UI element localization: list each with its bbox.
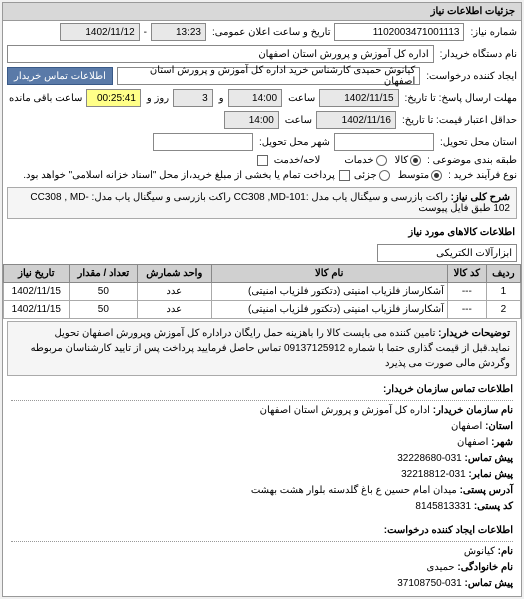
ref-label: شماره نیاز: [468,27,517,38]
buyer-value: اداره کل آموزش و پرورش استان اصفهان [7,45,434,63]
public-date-label: تاریخ و ساعت اعلان عمومی: [210,27,331,38]
process-radio-group: متوسط جزئی [354,170,442,181]
city-label: شهر محل تحویل: [257,137,330,148]
radio-kala[interactable] [410,155,421,166]
description-box: توضیحات خریدار: تامین کننده می بایست کال… [7,321,517,376]
table-row: 2 --- آشکارساز فلزیاب امنیتی (دتکتور فلز… [4,301,521,319]
pack-label: طبقه بندی موضوعی : [425,155,517,166]
need-title-box: شرح کلی نیاز: راکت بازرسی و سیگنال یاب م… [7,187,517,219]
province-label: استان محل تحویل: [438,137,517,148]
requester-label: ایجاد کننده درخواست: [424,71,517,82]
treasury-checkbox[interactable] [339,170,350,181]
radio-khadamat[interactable] [376,155,387,166]
items-section-title: اطلاعات کالاهای مورد نیاز [3,223,521,242]
col-name: نام کالا [211,265,447,283]
need-title-label: شرح کلی نیاز: [451,192,510,203]
contact-button[interactable]: اطلاعات تماس خریدار [7,67,113,85]
remain-label3: ساعت باقی مانده [7,93,82,104]
remain-label2: روز و [145,93,169,104]
table-row: 1 --- آشکارساز فلزیاب امنیتی (دتکتور فلز… [4,283,521,301]
category-value: ابزارآلات الکتریکی [377,244,517,262]
public-date: 1402/11/12 [60,23,140,41]
laha-label: لاحه/خدمت [272,155,321,166]
pack-radio-group: کالا خدمات [344,155,421,166]
city-field [153,133,253,151]
need-title-text: راکت بازرسی و سیگنال یاب مدل :CC308 ,MD-… [30,192,510,214]
process-label: نوع فرآیند خرید : [446,170,517,181]
laha-checkbox[interactable] [257,155,268,166]
col-row: ردیف [486,265,520,283]
requester-row: ایجاد کننده درخواست: کیانوش حمیدی کارشنا… [3,65,521,87]
requester-contact-header: اطلاعات ایجاد کننده درخواست: [11,523,513,542]
radio-motavasset[interactable] [431,170,442,181]
panel-title: جزئیات اطلاعات نیاز [3,3,521,21]
province-field [334,133,434,151]
deadline-row: مهلت ارسال پاسخ: تا تاریخ: 1402/11/15 سا… [3,87,521,109]
ref-row: شماره نیاز: 1102003471001113 تاریخ و ساع… [3,21,521,43]
treasury-note: پرداخت تمام یا بخشی از مبلغ خرید،از محل … [21,170,335,181]
col-qty: تعداد / مقدار [69,265,137,283]
buyer-row: نام دستگاه خریدار: اداره کل آموزش و پرور… [3,43,521,65]
classification-row: طبقه بندی موضوعی : کالا خدمات لاحه/خدمت [3,153,521,168]
price-until-date: 1402/11/16 [316,111,396,129]
deadline-label: مهلت ارسال پاسخ: تا تاریخ: [403,93,517,104]
items-table: ردیف کد کالا نام کالا واحد شمارش تعداد /… [3,264,521,319]
requester-contact-block: اطلاعات ایجاد کننده درخواست: نام: کیانوش… [3,519,521,596]
remain-and: و [217,93,224,104]
deadline-time-label: ساعت [286,93,315,104]
details-panel: جزئیات اطلاعات نیاز شماره نیاز: 11020034… [2,2,522,597]
ref-value: 1102003471001113 [334,23,464,41]
description-label: توضیحات خریدار: [438,328,510,339]
col-code: کد کالا [447,265,486,283]
org-contact-header: اطلاعات تماس سازمان خریدار: [11,382,513,401]
deadline-date: 1402/11/15 [319,89,398,107]
radio-jozi[interactable] [379,170,390,181]
requester-value: کیانوش حمیدی کارشناس خرید اداره کل آموزش… [117,67,420,85]
remain-days: 3 [173,89,213,107]
delivery-row: استان محل تحویل: شهر محل تحویل: [3,131,521,153]
price-until-time: 14:00 [224,111,279,129]
deadline-time: 14:00 [228,89,283,107]
price-until-label: حداقل اعتبار قیمت: تا تاریخ: [400,115,517,126]
remain-time: 00:25:41 [86,89,141,107]
col-date: تاریخ نیاز [4,265,70,283]
process-row: نوع فرآیند خرید : متوسط جزئی پرداخت تمام… [3,168,521,183]
org-contact-block: اطلاعات تماس سازمان خریدار: نام سازمان خ… [3,378,521,519]
category-row: ابزارآلات الکتریکی [3,242,521,264]
price-validity-row: حداقل اعتبار قیمت: تا تاریخ: 1402/11/16 … [3,109,521,131]
col-unit: واحد شمارش [138,265,211,283]
buyer-label: نام دستگاه خریدار: [438,49,517,60]
public-time: 13:23 [151,23,206,41]
